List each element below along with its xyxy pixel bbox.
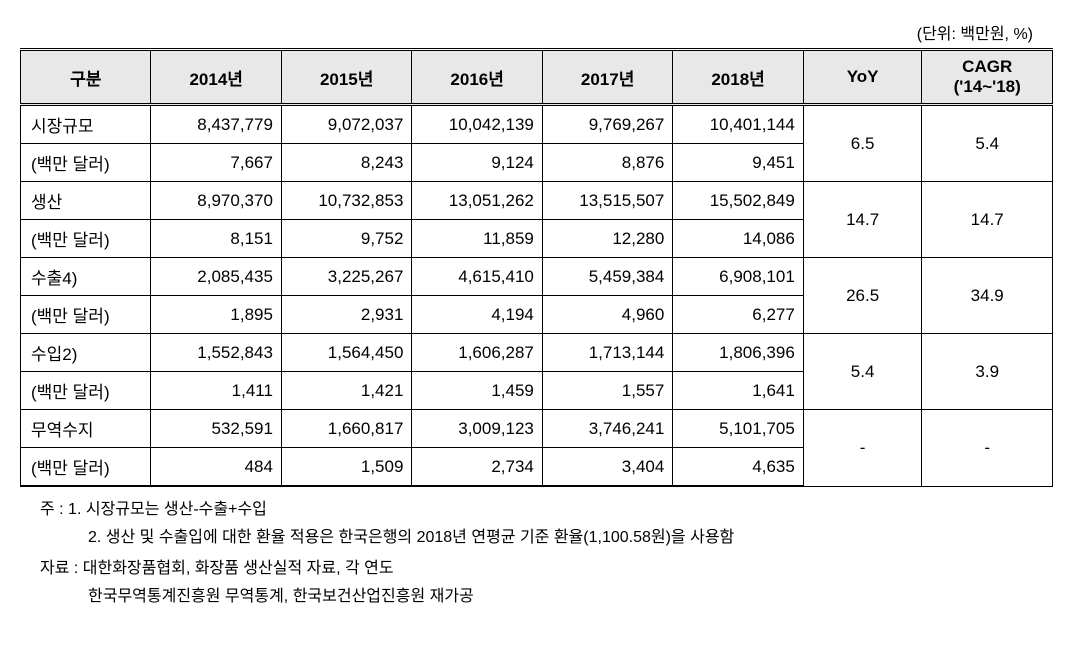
row-label: 수입2) [21,334,151,372]
data-cell: 4,194 [412,296,542,334]
data-cell: 1,806,396 [673,334,803,372]
data-cell: 10,042,139 [412,105,542,144]
data-cell: 4,615,410 [412,258,542,296]
data-cell: 1,421 [281,372,411,410]
data-cell: 6,277 [673,296,803,334]
row-label: 수출4) [21,258,151,296]
table-row: 수입2)1,552,8431,564,4501,606,2871,713,144… [21,334,1053,372]
data-cell: 8,243 [281,144,411,182]
data-cell: 10,732,853 [281,182,411,220]
table-row: 시장규모8,437,7799,072,03710,042,1399,769,26… [21,105,1053,144]
data-cell: 1,459 [412,372,542,410]
header-2018: 2018년 [673,50,803,105]
cagr-cell: 5.4 [922,105,1053,182]
yoy-cell: 6.5 [803,105,922,182]
data-cell: 8,151 [151,220,281,258]
data-cell: 3,225,267 [281,258,411,296]
data-cell: 3,009,123 [412,410,542,448]
data-cell: 4,960 [542,296,672,334]
header-2014: 2014년 [151,50,281,105]
data-cell: 4,635 [673,448,803,487]
data-cell: 2,931 [281,296,411,334]
header-cagr: CAGR ('14~'18) [922,50,1053,105]
data-cell: 2,085,435 [151,258,281,296]
data-cell: 5,101,705 [673,410,803,448]
data-cell: 2,734 [412,448,542,487]
table-row: 무역수지532,5911,660,8173,009,1233,746,2415,… [21,410,1053,448]
data-cell: 14,086 [673,220,803,258]
data-cell: 532,591 [151,410,281,448]
data-cell: 9,072,037 [281,105,411,144]
row-label: (백만 달러) [21,296,151,334]
data-cell: 1,557 [542,372,672,410]
yoy-cell: 26.5 [803,258,922,334]
header-yoy: YoY [803,50,922,105]
data-cell: 1,564,450 [281,334,411,372]
data-cell: 1,411 [151,372,281,410]
source-2: 한국무역통계진흥원 무역통계, 한국보건산업진흥원 재가공 [40,584,1053,610]
yoy-cell: - [803,410,922,487]
table-row: 생산8,970,37010,732,85313,051,26213,515,50… [21,182,1053,220]
data-cell: 1,606,287 [412,334,542,372]
data-cell: 12,280 [542,220,672,258]
data-cell: 1,641 [673,372,803,410]
data-cell: 3,404 [542,448,672,487]
data-cell: 8,437,779 [151,105,281,144]
data-table: 구분 2014년 2015년 2016년 2017년 2018년 YoY CAG… [20,48,1053,487]
row-label: (백만 달러) [21,448,151,487]
data-cell: 13,515,507 [542,182,672,220]
data-cell: 9,451 [673,144,803,182]
row-label: (백만 달러) [21,144,151,182]
source-1: 자료 : 대한화장품협회, 화장품 생산실적 자료, 각 연도 [40,556,1053,582]
row-label: 시장규모 [21,105,151,144]
row-label: 무역수지 [21,410,151,448]
data-cell: 6,908,101 [673,258,803,296]
data-cell: 1,895 [151,296,281,334]
header-cagr-line1: CAGR [962,57,1012,76]
header-2016: 2016년 [412,50,542,105]
data-cell: 15,502,849 [673,182,803,220]
data-cell: 1,509 [281,448,411,487]
header-2017: 2017년 [542,50,672,105]
cagr-cell: - [922,410,1053,487]
footnotes: 주 : 1. 시장규모는 생산-수출+수입 2. 생산 및 수출입에 대한 환율… [20,497,1053,609]
cagr-cell: 34.9 [922,258,1053,334]
table-row: 수출4)2,085,4353,225,2674,615,4105,459,384… [21,258,1053,296]
cagr-cell: 14.7 [922,182,1053,258]
data-cell: 8,876 [542,144,672,182]
cagr-cell: 3.9 [922,334,1053,410]
yoy-cell: 5.4 [803,334,922,410]
data-cell: 3,746,241 [542,410,672,448]
data-cell: 9,752 [281,220,411,258]
data-cell: 484 [151,448,281,487]
footnote-1: 주 : 1. 시장규모는 생산-수출+수입 [40,497,1053,523]
unit-label: (단위: 백만원, %) [20,20,1053,44]
header-cagr-line2: ('14~'18) [954,77,1021,96]
data-cell: 9,769,267 [542,105,672,144]
yoy-cell: 14.7 [803,182,922,258]
header-2015: 2015년 [281,50,411,105]
table-header-row: 구분 2014년 2015년 2016년 2017년 2018년 YoY CAG… [21,50,1053,105]
row-label: (백만 달러) [21,372,151,410]
data-cell: 7,667 [151,144,281,182]
row-label: 생산 [21,182,151,220]
data-cell: 8,970,370 [151,182,281,220]
data-cell: 13,051,262 [412,182,542,220]
row-label: (백만 달러) [21,220,151,258]
header-gubun: 구분 [21,50,151,105]
data-cell: 10,401,144 [673,105,803,144]
data-cell: 1,552,843 [151,334,281,372]
data-cell: 5,459,384 [542,258,672,296]
data-cell: 11,859 [412,220,542,258]
data-cell: 9,124 [412,144,542,182]
data-cell: 1,660,817 [281,410,411,448]
footnote-2: 2. 생산 및 수출입에 대한 환율 적용은 한국은행의 2018년 연평균 기… [40,525,1053,551]
data-cell: 1,713,144 [542,334,672,372]
